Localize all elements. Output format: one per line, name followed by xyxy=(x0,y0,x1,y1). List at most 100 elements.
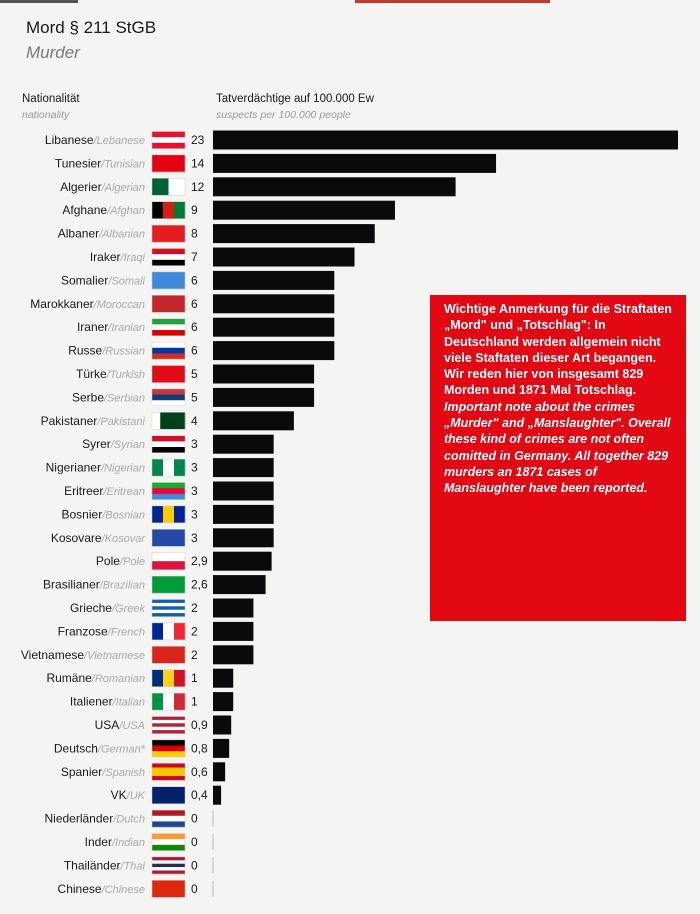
category-label-de: USA xyxy=(95,718,120,732)
category-label-de: Eritreer xyxy=(64,484,103,498)
bar xyxy=(213,785,222,805)
value-label: 7 xyxy=(191,250,198,264)
category-label-de: Spanier xyxy=(61,765,102,779)
category-label: Grieche/Greek xyxy=(70,601,146,615)
value-label: 14 xyxy=(191,156,205,170)
bar xyxy=(213,621,254,641)
bar xyxy=(213,481,274,501)
category-label-de: Nigerianer xyxy=(46,461,101,475)
category-label-en: /Nigerian xyxy=(100,463,145,475)
bar xyxy=(213,130,678,150)
category-label: Chinese/Chinese xyxy=(58,882,145,896)
flag-pakistan-icon xyxy=(151,412,186,430)
nationality-header: Nationalität xyxy=(22,93,80,105)
annotation-box: Wichtige Anmerkung für die Straftaten „M… xyxy=(430,295,686,621)
category-label-en: /Dutch xyxy=(112,814,145,826)
bar xyxy=(213,458,274,478)
category-label-en: /Tunisian xyxy=(100,158,145,170)
category-label-en: /Serbian xyxy=(103,392,145,404)
bar xyxy=(213,668,234,688)
category-label-en: /Lebanese xyxy=(93,135,145,147)
flag-thailand-icon xyxy=(151,856,186,875)
value-label: 12 xyxy=(191,180,205,194)
flag-syria-icon xyxy=(151,435,186,453)
category-label-en: /Somali xyxy=(107,275,145,287)
category-label-de: Italiener xyxy=(70,695,113,709)
value-label: 2,9 xyxy=(191,554,208,568)
category-label-en: /Albanian xyxy=(98,229,145,241)
value-label: 9 xyxy=(191,203,198,217)
value-label: 3 xyxy=(191,484,198,498)
category-label-de: Grieche xyxy=(70,601,112,615)
value-label: 4 xyxy=(191,414,198,428)
category-label-en: /French xyxy=(107,626,145,638)
category-label: Afghane/Afghan xyxy=(62,203,145,217)
category-label-en: /Italian xyxy=(112,697,145,709)
bar xyxy=(213,762,226,782)
category-label: Syrer/Syrian xyxy=(82,437,145,451)
value-label: 1 xyxy=(191,671,198,685)
bar xyxy=(213,575,266,595)
category-label-de: Türke xyxy=(76,367,107,381)
bar xyxy=(213,364,315,384)
category-label-de: Syrer xyxy=(82,437,111,451)
bar xyxy=(213,715,232,735)
bar xyxy=(213,387,315,407)
value-label: 6 xyxy=(191,273,198,287)
category-label-de: Franzose xyxy=(58,624,108,638)
value-header: Tatverdächtige auf 100.000 Ew xyxy=(216,93,374,105)
bar xyxy=(213,551,272,571)
category-label-de: Albaner xyxy=(58,227,99,241)
category-label-en: /Russian xyxy=(101,346,145,358)
category-label-en: /Iraqi xyxy=(120,252,146,264)
bar xyxy=(213,645,254,665)
category-label-de: Rumäne xyxy=(46,671,92,685)
category-label: Niederländer/Dutch xyxy=(44,812,145,826)
flag-eritrea-icon xyxy=(151,482,186,500)
bar xyxy=(213,224,375,244)
category-label: Vietnamese/Vietnamese xyxy=(21,648,145,662)
value-label: 3 xyxy=(191,507,198,521)
flag-uk-icon xyxy=(151,786,186,804)
bar xyxy=(213,598,254,618)
category-label-en: /Brazilian xyxy=(99,580,145,592)
category-label-de: Deutsch xyxy=(54,741,98,755)
category-label-de: Brasilianer xyxy=(43,578,100,592)
chart-title: Mord § 211 StGB xyxy=(26,18,157,37)
value-label: 2 xyxy=(191,624,198,638)
category-label: Thailänder/Thai xyxy=(64,858,146,872)
category-label-de: Marokkaner xyxy=(30,297,93,311)
category-label-en: /Bosnian xyxy=(101,509,145,521)
category-label: Tunesier/Tunisian xyxy=(55,156,145,170)
bar xyxy=(213,341,335,361)
category-label-en: /Afghan xyxy=(106,205,145,217)
category-label-de: Pole xyxy=(96,554,120,568)
value-label: 1 xyxy=(191,695,198,709)
annotation-text-en: Important note about the crimes „Murder"… xyxy=(444,399,671,496)
value-label: 3 xyxy=(191,531,198,545)
category-label: Libanese/Lebanese xyxy=(45,133,145,147)
category-label: Pakistaner/Pakistani xyxy=(41,414,146,428)
flag-netherlands-icon xyxy=(151,809,186,828)
value-label: 5 xyxy=(191,367,198,381)
flag-algeria-icon xyxy=(151,178,186,196)
category-label-de: Bosnier xyxy=(62,507,103,521)
category-label-en: /German* xyxy=(97,743,146,755)
flag-somalia-icon xyxy=(151,271,186,290)
value-label: 5 xyxy=(191,390,198,404)
flag-brazil-icon xyxy=(151,575,186,594)
value-label: 6 xyxy=(191,344,198,358)
category-label-en: /Moroccan xyxy=(93,299,145,311)
category-label-en: /Romanian xyxy=(91,673,145,685)
bar xyxy=(213,270,335,290)
category-label: Iraker/Iraqi xyxy=(90,250,146,264)
top-edge-bar-right xyxy=(355,0,550,3)
category-label-de: Iraker xyxy=(90,250,121,264)
category-label: Serbe/Serbian xyxy=(72,390,145,404)
bar xyxy=(213,528,274,548)
category-label-en: /Indian xyxy=(111,837,145,849)
category-label-de: Inder xyxy=(85,835,112,849)
bar xyxy=(213,153,497,173)
flag-spain-icon xyxy=(151,763,186,781)
bar xyxy=(213,504,274,524)
